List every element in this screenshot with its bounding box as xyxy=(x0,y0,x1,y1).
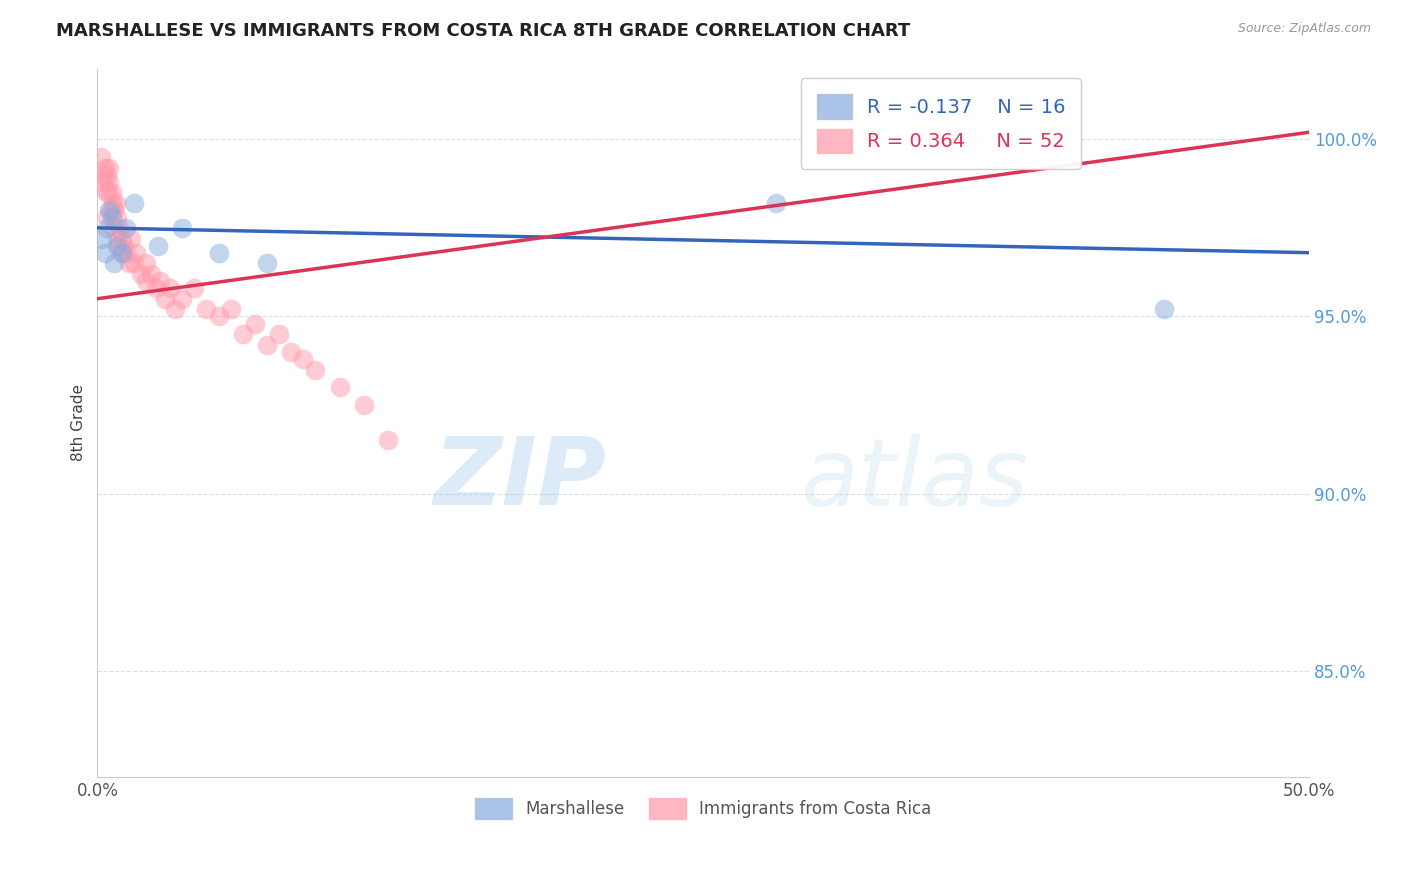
Point xyxy=(93,245,115,260)
Point xyxy=(120,231,142,245)
Point xyxy=(101,186,124,200)
Point xyxy=(96,168,118,182)
Point xyxy=(145,281,167,295)
Point xyxy=(765,196,787,211)
Point xyxy=(105,231,128,245)
Point xyxy=(146,238,169,252)
Point xyxy=(110,231,132,245)
Point xyxy=(104,196,127,211)
Point xyxy=(207,310,229,324)
Point xyxy=(115,220,138,235)
Point xyxy=(232,327,254,342)
Point xyxy=(1153,302,1175,317)
Point xyxy=(94,186,117,200)
Point xyxy=(269,327,291,342)
Point xyxy=(256,256,278,270)
Point xyxy=(159,281,181,295)
Point xyxy=(110,245,132,260)
Point xyxy=(101,211,124,225)
Point xyxy=(243,317,266,331)
Point xyxy=(207,245,229,260)
Point xyxy=(105,211,128,225)
Point xyxy=(91,168,114,182)
Point xyxy=(149,274,172,288)
Point xyxy=(96,220,118,235)
Legend: Marshallese, Immigrants from Costa Rica: Marshallese, Immigrants from Costa Rica xyxy=(468,791,938,825)
Point xyxy=(304,362,326,376)
Point xyxy=(172,220,194,235)
Point xyxy=(172,292,194,306)
Point xyxy=(135,274,157,288)
Text: MARSHALLESE VS IMMIGRANTS FROM COSTA RICA 8TH GRADE CORRELATION CHART: MARSHALLESE VS IMMIGRANTS FROM COSTA RIC… xyxy=(56,22,911,40)
Point xyxy=(98,203,121,218)
Point xyxy=(129,267,152,281)
Point xyxy=(122,256,145,270)
Point xyxy=(103,220,125,235)
Point xyxy=(103,256,125,270)
Point xyxy=(91,231,114,245)
Point xyxy=(112,238,135,252)
Point xyxy=(98,175,121,189)
Point xyxy=(108,220,131,235)
Point xyxy=(195,302,218,317)
Point xyxy=(135,256,157,270)
Point xyxy=(93,161,115,175)
Point xyxy=(292,351,315,366)
Point xyxy=(353,398,375,412)
Point xyxy=(219,302,242,317)
Text: atlas: atlas xyxy=(800,434,1028,524)
Point xyxy=(280,344,302,359)
Point xyxy=(101,196,124,211)
Point xyxy=(103,203,125,218)
Point xyxy=(163,302,186,317)
Point xyxy=(98,161,121,175)
Point xyxy=(105,238,128,252)
Point xyxy=(90,150,112,164)
Point xyxy=(115,245,138,260)
Point xyxy=(96,211,118,225)
Point xyxy=(122,196,145,211)
Point xyxy=(155,292,177,306)
Text: ZIP: ZIP xyxy=(433,434,606,525)
Point xyxy=(118,256,141,270)
Point xyxy=(97,186,120,200)
Point xyxy=(183,281,205,295)
Point xyxy=(139,267,162,281)
Point xyxy=(110,245,132,260)
Point xyxy=(100,203,122,218)
Point xyxy=(93,175,115,189)
Text: Source: ZipAtlas.com: Source: ZipAtlas.com xyxy=(1237,22,1371,36)
Point xyxy=(125,245,148,260)
Point xyxy=(329,380,352,394)
Point xyxy=(377,434,399,448)
Point xyxy=(108,238,131,252)
Y-axis label: 8th Grade: 8th Grade xyxy=(72,384,86,461)
Point xyxy=(256,338,278,352)
